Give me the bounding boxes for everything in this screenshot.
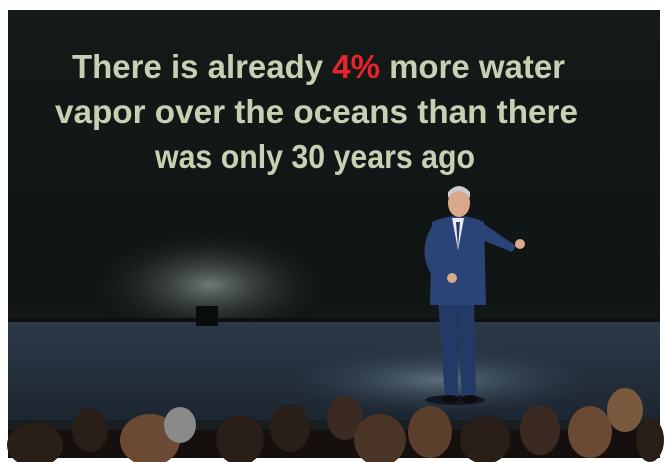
photo: There is already 4% more water vapor ove… xyxy=(0,0,667,462)
shape xyxy=(636,418,664,462)
slide-highlight: 4% xyxy=(332,48,380,85)
shape xyxy=(408,406,452,458)
stage-light xyxy=(196,306,218,326)
slide-text: There is already xyxy=(72,48,332,85)
stage-edge xyxy=(8,318,660,322)
shape xyxy=(520,405,560,455)
image-area: There is already 4% more water vapor ove… xyxy=(7,10,664,462)
shape xyxy=(460,416,510,462)
shape xyxy=(607,388,643,432)
slide-line-3: was only 30 years ago xyxy=(154,138,475,175)
shape xyxy=(461,395,479,403)
floor-light xyxy=(280,345,600,415)
page: {"slide": {"line1_start": "There is alre… xyxy=(0,0,667,462)
shape xyxy=(270,404,310,452)
shape xyxy=(515,239,525,249)
slide-text: more water xyxy=(380,48,565,85)
shape xyxy=(441,395,459,403)
shape xyxy=(447,273,457,283)
shape xyxy=(72,408,108,452)
shape xyxy=(568,406,612,458)
shape xyxy=(164,407,196,443)
slide-line-1: There is already 4% more water xyxy=(72,48,565,85)
slide-line-2: vapor over the oceans than there xyxy=(55,93,578,130)
